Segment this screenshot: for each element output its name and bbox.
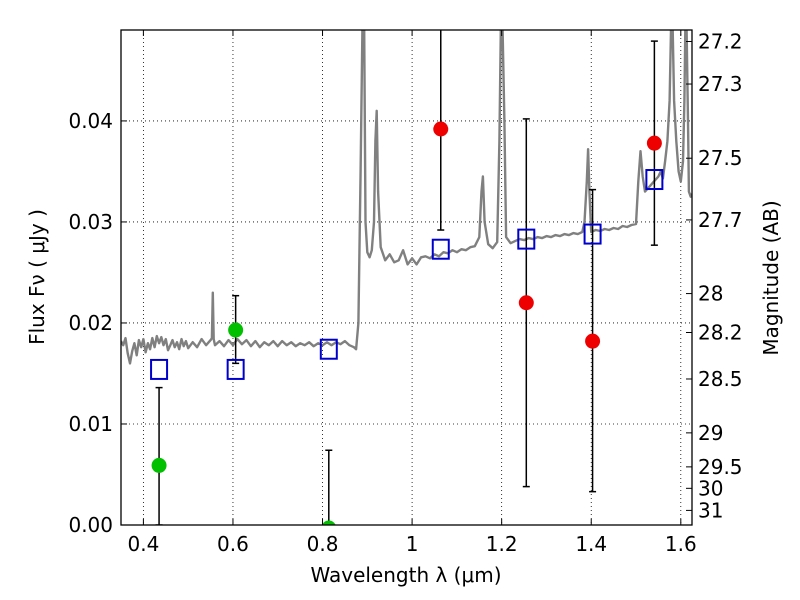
model-spectrum-line: [121, 30, 692, 365]
model-photometry-point: [150, 358, 169, 380]
x-tick-label: 0.6: [217, 532, 249, 556]
y-tick-label: 0.01: [68, 412, 113, 436]
x-tick-label: 0.8: [307, 532, 339, 556]
y-tick-label: 0.00: [68, 513, 113, 537]
y2-tick-label: 27.3: [698, 72, 743, 96]
observed-green-point: [321, 520, 336, 525]
observed-green-point: [228, 322, 244, 338]
model-photometry-point: [319, 338, 338, 360]
axis-ticks: 0.4 0.6 0.8 1 1.2 1.4 1.6 0.00 0.01 0.02 0.03 0.04 2…: [68, 29, 742, 556]
y2-tick-label: 27.7: [698, 208, 743, 232]
y2-tick-label: 31: [698, 498, 723, 522]
y-tick-label: 0.02: [68, 311, 113, 335]
x-tick-label: 1.2: [486, 532, 518, 556]
x-axis-label: Wavelength λ (μm): [310, 563, 501, 587]
x-tick-label: 1.6: [665, 532, 697, 556]
x-tick-label: 0.4: [127, 532, 159, 556]
y2-tick-label: 29.5: [698, 455, 743, 479]
plot-frame: [120, 29, 693, 526]
y2-tick-label: 28.2: [698, 321, 743, 345]
model-photometry-point: [226, 358, 245, 380]
y2-axis-label: Magnitude (AB): [759, 200, 783, 355]
observed-red-point: [646, 135, 662, 151]
observed-green-point: [151, 457, 167, 473]
data-layer: [121, 30, 692, 525]
observed-red-point: [433, 121, 449, 137]
x-tick-label: 1: [406, 532, 419, 556]
observed-red-point: [585, 333, 601, 349]
model-photometry-point: [431, 238, 450, 260]
observed-red-point: [518, 295, 534, 311]
y2-tick-label: 27.5: [698, 146, 743, 170]
y2-tick-label: 29: [698, 421, 723, 445]
model-photometry-point: [517, 228, 536, 250]
y2-tick-label: 27.2: [698, 29, 743, 53]
y2-tick-label: 28.5: [698, 367, 743, 391]
y-tick-label: 0.04: [68, 109, 113, 133]
x-tick-label: 1.4: [575, 532, 607, 556]
grid-lines: [121, 30, 692, 526]
plot-background: [121, 30, 692, 525]
y-axis-label: Flux Fν ( μJy ): [25, 209, 49, 345]
model-photometry-point: [645, 169, 664, 191]
y2-tick-label: 30: [698, 476, 723, 500]
y2-tick-label: 28: [698, 282, 723, 306]
model-photometry-point: [583, 223, 602, 245]
y-tick-label: 0.03: [68, 210, 113, 234]
